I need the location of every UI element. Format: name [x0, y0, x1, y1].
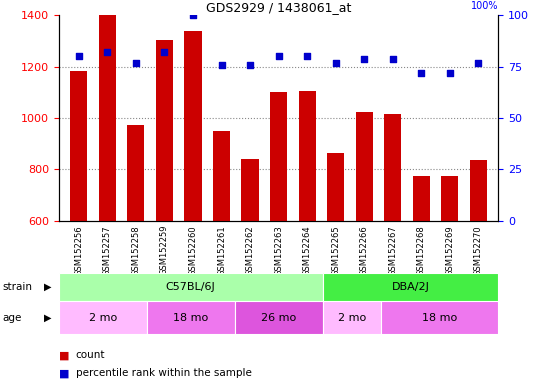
Point: [103, 49, 112, 55]
Bar: [381, 301, 498, 334]
Text: GSM152261: GSM152261: [217, 225, 226, 276]
Text: DBA/2J: DBA/2J: [391, 282, 430, 292]
Text: GSM152259: GSM152259: [160, 225, 169, 275]
Point: [74, 53, 83, 60]
Bar: [356, 112, 373, 221]
Text: GSM152265: GSM152265: [331, 225, 340, 276]
Text: percentile rank within the sample: percentile rank within the sample: [76, 368, 251, 378]
Text: GSM152260: GSM152260: [189, 225, 198, 276]
Point: [302, 53, 311, 60]
Bar: [441, 176, 459, 221]
Point: [445, 70, 454, 76]
Bar: [323, 273, 498, 301]
Point: [160, 49, 169, 55]
Text: ■: ■: [59, 368, 69, 378]
Point: [189, 12, 198, 18]
Point: [417, 70, 426, 76]
Point: [274, 53, 283, 60]
Text: strain: strain: [3, 282, 33, 292]
Point: [132, 60, 141, 66]
Bar: [470, 161, 487, 221]
Bar: [184, 31, 202, 221]
Text: 18 mo: 18 mo: [173, 313, 208, 323]
Text: GSM152258: GSM152258: [132, 225, 141, 276]
Point: [388, 55, 397, 61]
Text: GSM152263: GSM152263: [274, 225, 283, 276]
Text: 2 mo: 2 mo: [88, 313, 117, 323]
Title: GDS2929 / 1438061_at: GDS2929 / 1438061_at: [206, 1, 351, 14]
Text: GSM152256: GSM152256: [74, 225, 83, 276]
Bar: [59, 273, 323, 301]
Bar: [235, 301, 323, 334]
Point: [474, 60, 483, 66]
Bar: [99, 15, 116, 221]
Text: count: count: [76, 350, 105, 360]
Bar: [323, 301, 381, 334]
Point: [217, 61, 226, 68]
Text: GSM152267: GSM152267: [388, 225, 397, 276]
Bar: [384, 114, 402, 221]
Text: age: age: [3, 313, 22, 323]
Bar: [156, 40, 173, 221]
Text: ▶: ▶: [44, 282, 52, 292]
Point: [331, 60, 340, 66]
Text: 18 mo: 18 mo: [422, 313, 458, 323]
Point: [246, 61, 255, 68]
Text: 26 mo: 26 mo: [261, 313, 296, 323]
Text: ■: ■: [59, 350, 69, 360]
Bar: [213, 131, 230, 221]
Point: [360, 55, 368, 61]
Text: GSM152264: GSM152264: [302, 225, 312, 276]
Bar: [147, 301, 235, 334]
Text: GSM152257: GSM152257: [103, 225, 112, 276]
Text: C57BL/6J: C57BL/6J: [166, 282, 216, 292]
Text: ▶: ▶: [44, 313, 52, 323]
Bar: [298, 91, 316, 221]
Text: GSM152268: GSM152268: [417, 225, 426, 276]
Bar: [327, 153, 344, 221]
Text: GSM152262: GSM152262: [245, 225, 255, 276]
Bar: [241, 159, 259, 221]
Bar: [413, 176, 430, 221]
Text: GSM152266: GSM152266: [360, 225, 368, 276]
Bar: [270, 93, 287, 221]
Bar: [70, 71, 87, 221]
Bar: [127, 124, 144, 221]
Text: GSM152270: GSM152270: [474, 225, 483, 276]
Text: 2 mo: 2 mo: [338, 313, 366, 323]
Text: 100%: 100%: [471, 1, 498, 11]
Bar: [59, 301, 147, 334]
Text: GSM152269: GSM152269: [445, 225, 454, 276]
